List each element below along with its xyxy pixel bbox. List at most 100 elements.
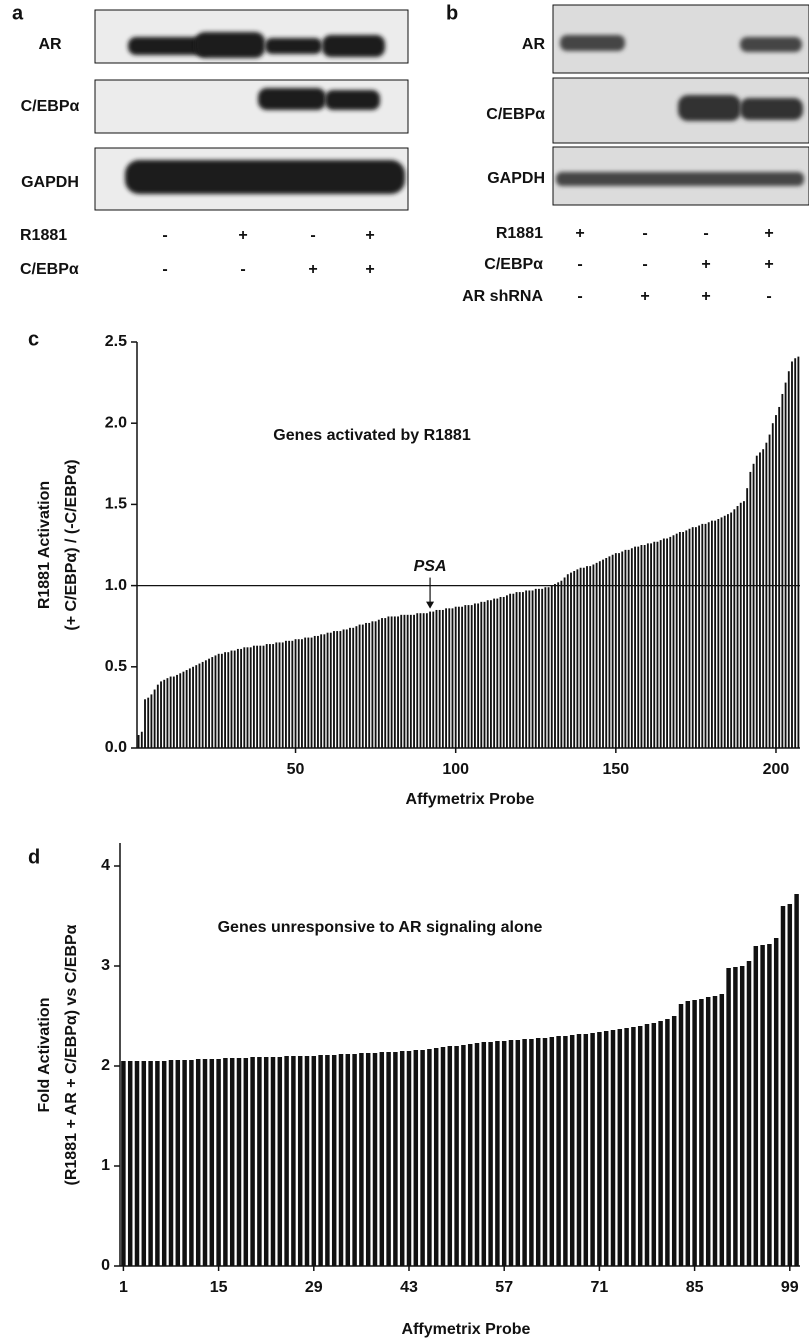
bar [230, 1058, 234, 1266]
x-tick-label: 50 [287, 761, 305, 778]
bar [237, 649, 239, 748]
bar [753, 464, 755, 748]
condition-mark: + [701, 256, 710, 273]
bar [150, 694, 152, 748]
bar [142, 1061, 146, 1266]
bar [477, 603, 479, 748]
bar [223, 1058, 227, 1266]
y-tick-label: 0 [101, 1257, 110, 1274]
bar [318, 1055, 322, 1266]
bar [343, 629, 345, 748]
bar [737, 506, 739, 748]
bar [624, 1028, 628, 1266]
bar [208, 659, 210, 748]
bar [346, 629, 348, 748]
bar [474, 603, 476, 748]
bar [519, 592, 521, 748]
bar [128, 1061, 132, 1266]
panel-label: c [28, 328, 39, 350]
bar [211, 657, 213, 748]
y-tick-label: 3 [101, 957, 110, 974]
bar [692, 1000, 696, 1266]
x-tick-label: 99 [781, 1279, 799, 1296]
bar [227, 652, 229, 748]
bar [387, 616, 389, 748]
condition-mark: - [240, 261, 245, 278]
bar [596, 563, 598, 748]
bar [653, 542, 655, 748]
bar [548, 587, 550, 748]
bar [666, 539, 668, 748]
bar [471, 605, 473, 748]
bar [570, 573, 572, 748]
bar [781, 394, 783, 748]
bar [410, 615, 412, 748]
condition-mark: - [766, 288, 771, 305]
panel-label: a [12, 2, 24, 24]
bar [366, 1053, 370, 1266]
bar [602, 560, 604, 748]
x-tick-label: 29 [305, 1279, 323, 1296]
condition-mark: - [310, 227, 315, 244]
row-label: GAPDH [487, 170, 545, 187]
bar [502, 1041, 506, 1266]
bar [138, 735, 140, 748]
bar [573, 571, 575, 748]
x-axis-label: Affymetrix Probe [402, 1321, 531, 1338]
bar [487, 600, 489, 748]
bar [195, 665, 197, 748]
y-axis-label: (+ C/EBPα) / (-C/EBPα) [63, 459, 80, 630]
bar [774, 938, 778, 1266]
bar [611, 1030, 615, 1266]
bar [464, 605, 466, 748]
bar [634, 547, 636, 748]
bar [484, 602, 486, 748]
x-tick-label: 43 [400, 1279, 418, 1296]
bar [682, 532, 684, 748]
bar [243, 647, 245, 748]
bar [468, 605, 470, 748]
bar [525, 590, 527, 748]
bar [765, 443, 767, 748]
y-tick-label: 0.5 [105, 658, 127, 675]
row-label: GAPDH [21, 174, 79, 191]
bar [349, 628, 351, 748]
bar [475, 1043, 479, 1266]
bar [637, 547, 639, 748]
bar [699, 999, 703, 1266]
bar [454, 1046, 458, 1266]
bar [407, 1051, 411, 1266]
band [325, 90, 380, 110]
bar [794, 358, 796, 748]
bar [455, 607, 457, 748]
bar [272, 644, 274, 748]
bar [196, 1059, 200, 1266]
bar [509, 594, 511, 748]
bar [448, 1046, 452, 1266]
bar [685, 530, 687, 748]
bar [721, 517, 723, 748]
bar [147, 698, 149, 748]
bar [705, 524, 707, 748]
bar [291, 641, 293, 748]
bar [628, 550, 630, 748]
bar [652, 1023, 656, 1266]
band [258, 88, 326, 110]
bar [458, 607, 460, 748]
bar [394, 616, 396, 748]
bar [706, 997, 710, 1266]
bar [754, 946, 758, 1266]
bar [312, 1056, 316, 1266]
bar [490, 600, 492, 748]
bar [584, 1034, 588, 1266]
figure: a AR C/EBPα GAPDH b AR C/EBPα GAPDH R188… [0, 0, 809, 1340]
bar [278, 1057, 282, 1266]
bar [698, 526, 700, 748]
bar [641, 545, 643, 748]
bar [543, 1038, 547, 1266]
bar [516, 592, 518, 748]
x-tick-label: 71 [591, 1279, 609, 1296]
bar [657, 542, 659, 748]
bar [618, 1029, 622, 1266]
bar [554, 584, 556, 748]
